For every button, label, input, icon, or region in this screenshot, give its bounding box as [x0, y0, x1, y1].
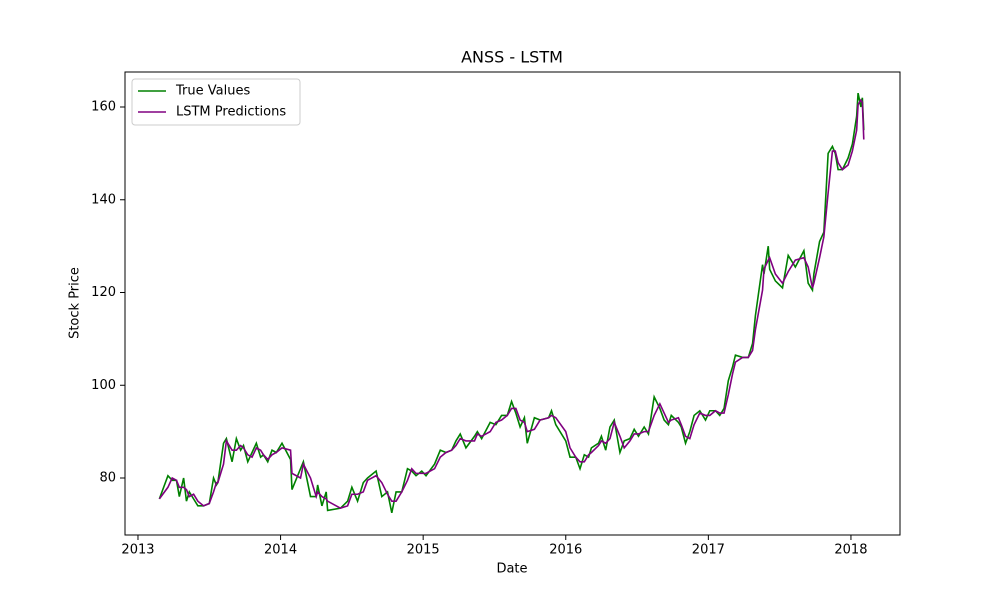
x-tick-label: 2017 [692, 543, 725, 558]
y-tick-label: 120 [91, 285, 116, 300]
legend-box [131, 78, 301, 126]
x-axis-label: Date [496, 562, 527, 577]
x-tick-label: 2015 [407, 543, 440, 558]
legend-label: True Values [175, 84, 250, 99]
x-tick-label: 2013 [121, 543, 154, 558]
line-series [158, 92, 865, 513]
x-tick-label: 2016 [549, 543, 582, 558]
y-axis-label: Stock Price [68, 267, 83, 339]
y-tick-label: 100 [91, 378, 116, 393]
x-tick-label: 2014 [264, 543, 297, 558]
y-tick-label: 160 [91, 100, 116, 115]
legend-label: LSTM Predictions [176, 105, 286, 120]
y-tick-label: 80 [99, 471, 116, 486]
chart-title: ANSS - LSTM [461, 48, 563, 67]
y-tick-label: 140 [91, 192, 116, 207]
line-series [158, 98, 865, 510]
plot-frame [124, 71, 901, 536]
x-tick-label: 2018 [834, 543, 867, 558]
